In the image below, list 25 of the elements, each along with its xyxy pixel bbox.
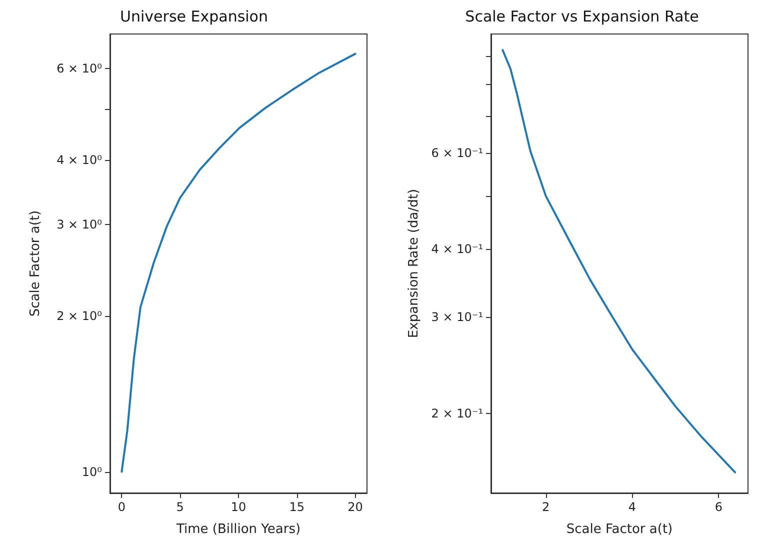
y-tick-label: 3 × 10⁰ [56,218,102,232]
x-tick-label: 4 [628,500,636,514]
x-tick-label: 10 [230,500,246,514]
line-series [502,49,736,474]
y-tick-label: 3 × 10⁻¹ [431,310,484,324]
x-tick-label: 2 [542,500,550,514]
x-tick-label: 6 [714,500,722,514]
x-axis-title: Time (Billion Years) [175,522,301,537]
y-axis-title: Scale Factor a(t) [28,210,43,317]
x-tick-label: 20 [348,500,363,514]
chart-title: Universe Expansion [120,8,268,26]
chart-title: Scale Factor vs Expansion Rate [465,8,699,26]
x-tick-label: 0 [118,500,126,514]
y-tick-label: 10⁰ [82,464,102,479]
x-tick-label: 5 [176,500,184,514]
y-tick-label: 6 × 10⁰ [56,62,102,76]
y-tick-label: 4 × 10⁰ [56,152,102,167]
x-axis-title: Scale Factor a(t) [566,522,673,537]
y-tick-label: 2 × 10⁻¹ [431,406,484,420]
y-tick-label: 2 × 10⁰ [56,308,102,323]
y-axis-title: Expansion Rate (da/dt) [406,188,422,338]
y-tick-label: 4 × 10⁻¹ [431,242,484,256]
line-series [120,52,356,473]
x-tick-label: 15 [289,500,305,514]
y-tick-label: 6 × 10⁻¹ [431,146,484,160]
